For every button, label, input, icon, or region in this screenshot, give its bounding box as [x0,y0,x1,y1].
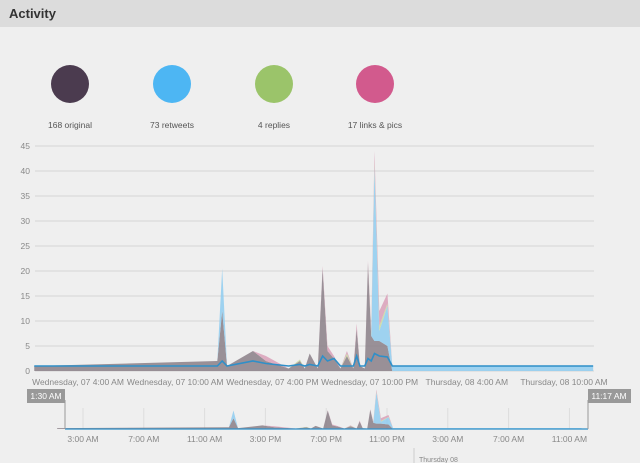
legend-original[interactable]: 168 original [10,65,130,130]
nav-end-label: 11:17 AM [591,391,626,401]
y-tick-label: 20 [21,266,31,276]
x-tick-label: Wednesday, 07 4:00 AM [32,377,124,387]
legend-dot [356,65,394,103]
area-original [34,263,594,371]
nav-area-links-pics [57,389,582,429]
y-tick-label: 15 [21,291,31,301]
legend-label: 73 retweets [150,120,194,130]
y-tick-label: 25 [21,241,31,251]
y-tick-label: 45 [21,141,31,151]
x-tick-label: Thursday, 08 4:00 AM [426,377,509,387]
legend-retweets[interactable]: 73 retweets [112,65,232,130]
nav-x-tick-label: 3:00 AM [67,434,98,444]
panel-header: Activity [0,0,640,27]
nav-x-tick-label: 7:00 AM [128,434,159,444]
nav-x-tick-label: 11:00 AM [552,434,587,444]
area-replies [34,161,594,369]
y-tick-label: 5 [25,341,30,351]
y-tick-label: 10 [21,316,31,326]
y-tick-label: 35 [21,191,31,201]
y-tick-label: 0 [25,366,30,376]
nav-day-label: Thursday 08 [419,457,458,463]
nav-start-label: 1:30 AM [30,391,61,401]
area-links-pics [34,151,594,369]
legend-label: 168 original [48,120,92,130]
x-tick-label: Thursday, 08 10:00 AM [520,377,607,387]
x-tick-label: Wednesday, 07 10:00 AM [127,377,224,387]
nav-x-tick-label: 11:00 AM [187,434,222,444]
legend-label: 4 replies [257,120,291,130]
nav-start-badge[interactable] [27,389,65,403]
nav-x-tick-label: 11:00 PM [369,434,405,444]
legend-label: 17 links & pics [347,120,403,130]
nav-area-original [57,409,582,429]
nav-x-tick-label: 7:00 PM [310,434,342,444]
x-tick-label: Wednesday, 07 4:00 PM [226,377,318,387]
y-tick-label: 30 [21,216,31,226]
legend-replies[interactable]: 4 replies [214,65,334,130]
nav-x-tick-label: 3:00 PM [250,434,282,444]
nav-area-replies [57,391,582,429]
legend-links[interactable]: 17 links & pics [315,65,435,130]
legend-dot [51,65,89,103]
nav-x-tick-label: 7:00 AM [493,434,524,444]
legend-dot [255,65,293,103]
y-tick-label: 40 [21,166,31,176]
trend-line [34,352,594,367]
legend-dot [153,65,191,103]
nav-area-retweets [57,392,582,429]
panel-title: Activity [9,6,56,21]
area-retweets [34,166,594,371]
nav-end-badge[interactable] [588,389,631,403]
nav-x-tick-label: 3:00 AM [432,434,463,444]
x-tick-label: Wednesday, 07 10:00 PM [321,377,418,387]
